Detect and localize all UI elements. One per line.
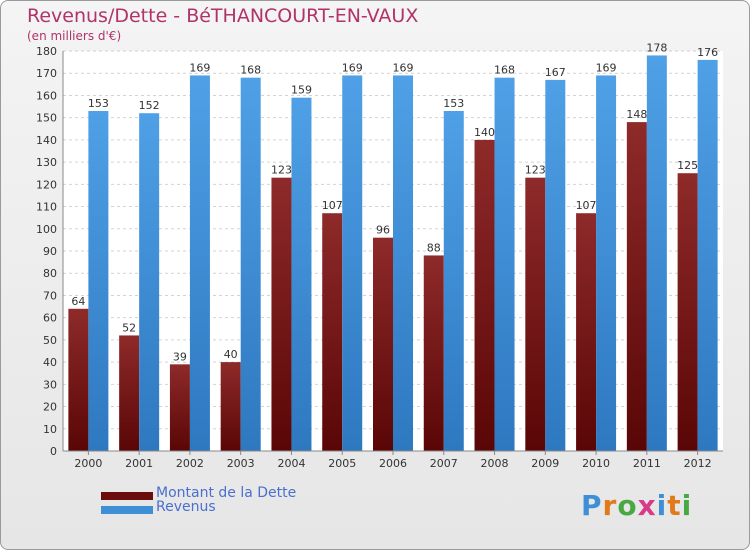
x-tick-label: 2001 <box>125 457 153 470</box>
x-tick-label: 2004 <box>277 457 305 470</box>
y-tick-label: 110 <box>36 201 57 214</box>
bar-dette <box>169 364 190 451</box>
legend-swatch-dette <box>101 492 153 500</box>
y-tick-label: 70 <box>43 289 57 302</box>
data-label-dette: 107 <box>322 199 343 212</box>
data-label-dette: 52 <box>122 321 136 334</box>
bar-revenus <box>545 79 566 451</box>
data-label-revenus: 178 <box>646 41 667 54</box>
data-label-dette: 148 <box>626 108 647 121</box>
y-tick-label: 80 <box>43 267 57 280</box>
legend-label-dette: Montant de la Dette <box>156 485 297 501</box>
bar-revenus <box>189 75 210 451</box>
data-label-dette: 88 <box>427 241 441 254</box>
data-label-revenus: 169 <box>596 61 617 74</box>
bars <box>68 55 718 452</box>
y-tick-label: 30 <box>43 378 57 391</box>
axes: 0 10 20 30 40 50 60 70 80 90 100 110 120 130 140 150 160… <box>36 45 723 470</box>
bar-revenus <box>596 75 617 451</box>
data-label-revenus: 176 <box>697 46 718 59</box>
y-tick-label: 50 <box>43 334 57 347</box>
data-label-dette: 64 <box>71 295 85 308</box>
bar-revenus <box>240 77 261 452</box>
y-tick-label: 100 <box>36 223 57 236</box>
bar-revenus <box>646 55 667 451</box>
bar-dette <box>373 237 393 451</box>
data-label-dette: 40 <box>224 348 238 361</box>
y-tick-label: 160 <box>36 89 57 102</box>
bar-dette <box>119 335 140 451</box>
data-label-revenus: 168 <box>240 64 261 77</box>
data-label-revenus: 167 <box>545 66 566 79</box>
bar-revenus <box>494 77 515 452</box>
bar-dette <box>576 213 597 451</box>
x-tick-label: 2007 <box>430 457 458 470</box>
bar-revenus <box>393 75 413 451</box>
data-label-dette: 123 <box>525 164 546 177</box>
y-tick-label: 90 <box>43 245 57 258</box>
legend-label-revenus: Revenus <box>156 499 216 515</box>
data-label-revenus: 153 <box>443 97 464 110</box>
data-label-dette: 107 <box>576 199 597 212</box>
data-label-dette: 123 <box>271 164 292 177</box>
bar-dette <box>220 362 241 451</box>
x-tick-label: 2012 <box>684 457 712 470</box>
x-tick-label: 2009 <box>531 457 559 470</box>
x-tick-label: 2000 <box>74 457 102 470</box>
y-tick-label: 170 <box>36 67 57 80</box>
data-label-dette: 125 <box>677 159 698 172</box>
data-label-revenus: 152 <box>139 99 160 112</box>
x-tick-label: 2008 <box>481 457 509 470</box>
bar-dette <box>525 177 546 451</box>
bar-dette <box>68 308 89 451</box>
bar-dette <box>626 122 647 451</box>
bar-revenus <box>342 75 363 451</box>
x-tick-label: 2002 <box>176 457 204 470</box>
data-label-dette: 39 <box>173 350 187 363</box>
y-tick-label: 150 <box>36 112 57 125</box>
data-labels: 64 153 52 152 39 169 40 168 123 159 107 169 96 169 88 1… <box>71 41 718 363</box>
bar-dette <box>322 213 343 451</box>
bar-dette <box>677 173 698 451</box>
x-tick-label: 2011 <box>633 457 661 470</box>
data-label-revenus: 169 <box>342 61 363 74</box>
y-tick-label: 140 <box>36 134 57 147</box>
chart-title: Revenus/Dette - BéTHANCOURT-EN-VAUX <box>27 5 419 27</box>
bar-dette <box>271 177 292 451</box>
y-tick-label: 20 <box>43 401 57 414</box>
data-label-dette: 96 <box>376 224 390 237</box>
bar-revenus <box>697 59 718 452</box>
bar-revenus <box>443 111 464 451</box>
proxiti-logo: Proxiti <box>581 489 693 522</box>
data-label-revenus: 159 <box>291 84 312 97</box>
bar-dette <box>474 139 495 451</box>
bar-revenus <box>291 97 312 452</box>
legend-swatch-revenus <box>101 506 153 514</box>
y-tick-label: 10 <box>43 423 57 436</box>
data-label-revenus: 153 <box>88 97 109 110</box>
x-tick-label: 2005 <box>328 457 356 470</box>
x-tick-label: 2006 <box>379 457 407 470</box>
data-label-revenus: 168 <box>494 64 515 77</box>
x-tick-label: 2003 <box>227 457 255 470</box>
data-label-revenus: 169 <box>189 61 210 74</box>
y-tick-label: 120 <box>36 178 57 191</box>
bar-revenus <box>88 111 109 451</box>
y-tick-label: 180 <box>36 45 57 58</box>
x-tick-label: 2010 <box>582 457 610 470</box>
y-tick-label: 60 <box>43 312 57 325</box>
y-tick-label: 130 <box>36 156 57 169</box>
y-tick-label: 40 <box>43 356 57 369</box>
data-label-revenus: 169 <box>393 61 414 74</box>
chart-subtitle: (en milliers d'€) <box>27 29 122 43</box>
bar-revenus <box>139 113 160 451</box>
y-tick-label: 0 <box>50 445 57 458</box>
bar-dette <box>423 255 444 451</box>
data-label-dette: 140 <box>474 126 495 139</box>
